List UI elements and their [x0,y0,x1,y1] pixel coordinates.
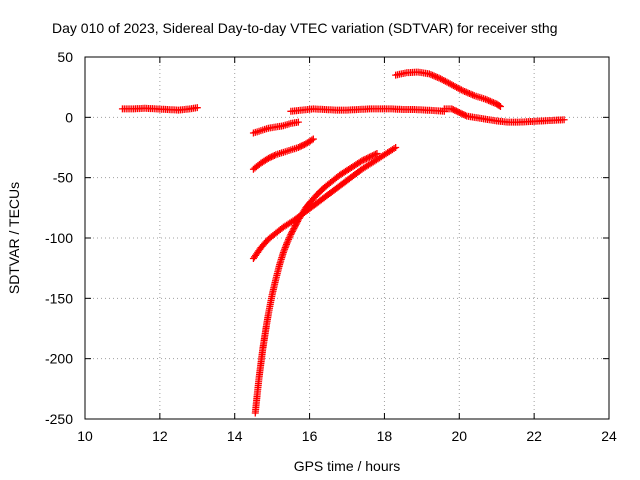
y-tick-label: 0 [65,109,73,125]
y-tick-label: -250 [45,411,73,427]
data-point [486,97,494,105]
data-points [118,68,568,417]
x-tick-label: 12 [152,428,168,444]
data-point [496,102,504,110]
data-point [308,136,316,144]
data-point [264,154,272,162]
data-point [460,111,468,119]
data-point [294,118,302,126]
data-point [370,151,378,159]
data-point [430,72,438,80]
data-point [461,87,469,95]
x-tick-label: 24 [601,428,617,444]
x-tick-label: 20 [451,428,467,444]
y-tick-label: 50 [57,49,73,65]
data-point [362,155,370,163]
x-tick-label: 14 [227,428,243,444]
data-point [425,70,433,78]
data-point [427,71,435,79]
tick-labels: 10 12 14 16 18 20 22 24 -250 -200 -150 -100 -50 0 50 [45,49,617,444]
data-point [358,157,366,165]
data-point [451,106,459,114]
y-tick-label: -100 [45,230,73,246]
data-point [373,150,381,158]
data-point [485,97,493,105]
grid-lines [85,57,609,419]
data-point [457,109,465,117]
data-point [269,152,277,160]
data-point [364,154,372,162]
data-point [452,107,460,115]
data-point [458,110,466,118]
data-point [433,73,441,81]
data-point [392,144,400,151]
y-axis-label: SDTVAR / TECUs [6,182,22,294]
data-point [429,71,437,79]
data-point [193,104,201,112]
data-point [368,152,376,160]
axis-ticks [84,56,610,420]
data-point [488,98,496,106]
data-point [371,150,379,158]
data-point [495,102,503,110]
data-point [490,99,498,107]
data-point [267,153,275,161]
data-point [365,153,373,161]
data-point [469,91,477,99]
data-point [483,96,491,104]
data-point [560,116,568,124]
data-point [309,135,317,143]
y-tick-label: -150 [45,290,73,306]
data-point [462,88,470,96]
data-point [294,144,302,151]
data-point [359,156,367,164]
chart-title: Day 010 of 2023, Sidereal Day-to-day VTE… [52,20,558,36]
data-point [467,90,475,98]
data-point [296,143,304,151]
x-tick-label: 10 [77,428,93,444]
x-tick-label: 18 [377,428,393,444]
data-point [465,90,473,98]
y-tick-label: -50 [53,170,73,186]
data-point [367,152,375,160]
data-point [454,108,462,116]
data-point [464,89,472,97]
x-tick-label: 16 [302,428,318,444]
y-tick-label: -200 [45,351,73,367]
data-point [299,141,307,149]
data-point [455,109,463,117]
data-point [390,145,398,153]
data-point [449,106,457,114]
data-point [435,74,443,82]
data-point [266,154,274,162]
x-tick-label: 22 [526,428,542,444]
data-point [432,73,440,81]
data-point [459,87,467,95]
data-point [297,142,305,150]
data-point [457,86,465,94]
data-point [461,111,469,119]
data-point [481,95,489,103]
x-axis-label: GPS time / hours [294,458,401,474]
data-point [448,105,456,113]
data-point [270,151,278,159]
data-point [361,155,369,163]
